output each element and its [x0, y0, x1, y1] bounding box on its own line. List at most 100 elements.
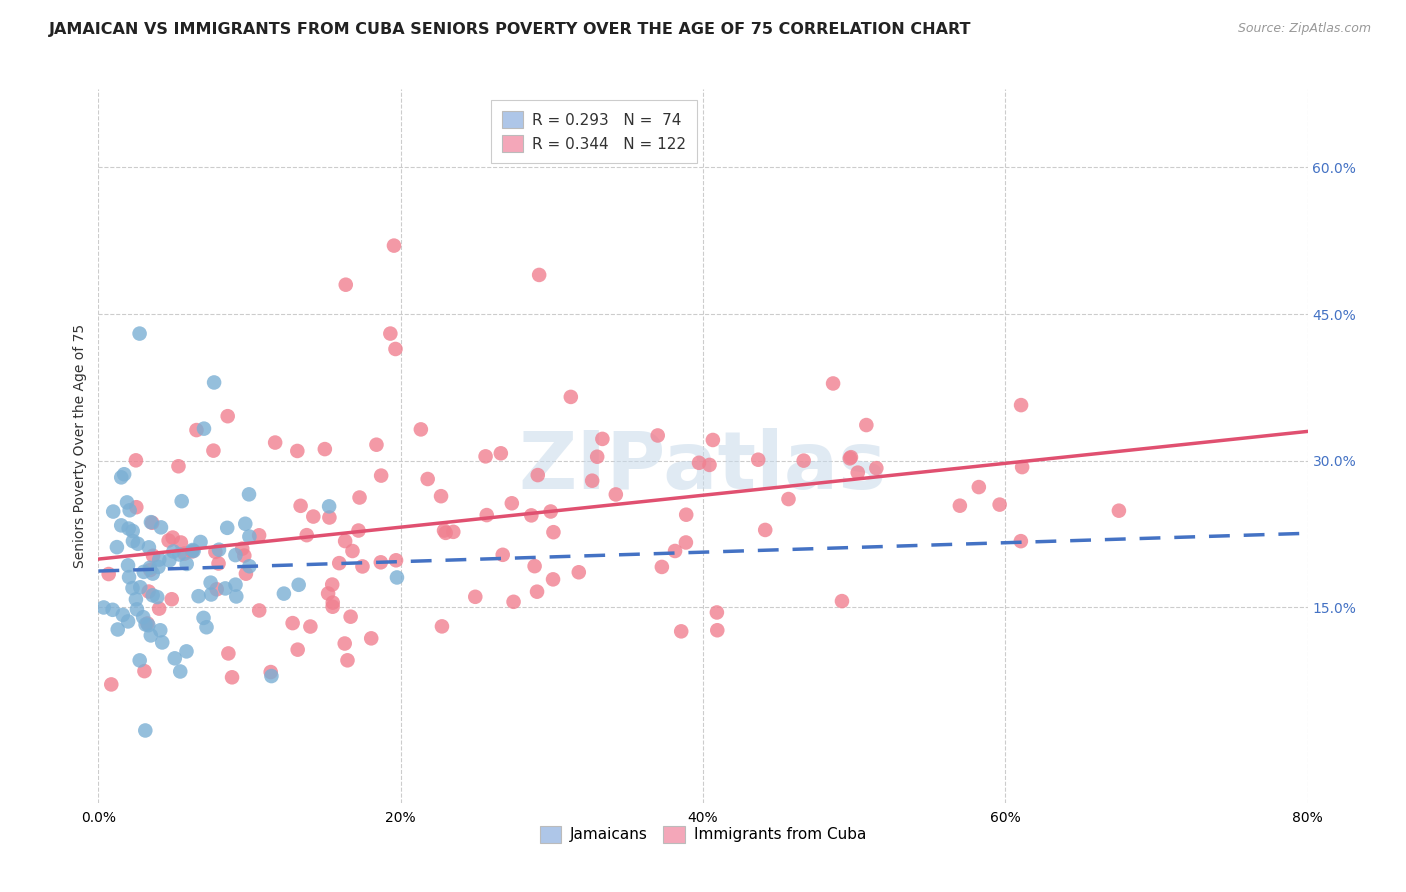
Point [527, 268, 550, 282]
Point [157, 553, 180, 567]
Point [1010, 398, 1032, 412]
Point [949, 499, 972, 513]
Point [176, 644, 198, 658]
Point [157, 533, 180, 548]
Point [321, 577, 343, 591]
Point [217, 521, 239, 535]
Point [302, 509, 325, 524]
Point [139, 560, 162, 574]
Point [118, 503, 141, 517]
Point [823, 376, 845, 391]
Point [988, 498, 1011, 512]
Point [339, 609, 361, 624]
Point [127, 537, 149, 551]
Point [136, 616, 159, 631]
Point [193, 422, 215, 436]
Point [333, 534, 356, 549]
Point [231, 541, 253, 556]
Point [336, 653, 359, 667]
Point [162, 544, 184, 558]
Point [347, 524, 370, 538]
Point [112, 467, 135, 482]
Point [107, 623, 129, 637]
Text: Source: ZipAtlas.com: Source: ZipAtlas.com [1237, 22, 1371, 36]
Point [430, 489, 453, 503]
Point [322, 599, 344, 614]
Point [173, 547, 195, 561]
Point [651, 560, 673, 574]
Point [128, 653, 150, 667]
Point [560, 131, 582, 145]
Point [1108, 504, 1130, 518]
Point [664, 544, 686, 558]
Point [101, 603, 124, 617]
Point [162, 531, 184, 545]
Point [148, 552, 170, 566]
Point [260, 669, 283, 683]
Point [202, 443, 225, 458]
Point [382, 238, 405, 252]
Y-axis label: Seniors Poverty Over the Age of 75: Seniors Poverty Over the Age of 75 [73, 324, 87, 568]
Point [318, 500, 340, 514]
Point [121, 524, 143, 538]
Point [170, 535, 193, 549]
Point [110, 470, 132, 484]
Point [169, 665, 191, 679]
Point [110, 518, 132, 533]
Point [349, 491, 371, 505]
Point [247, 603, 270, 617]
Point [139, 563, 162, 577]
Point [299, 619, 322, 633]
Point [967, 480, 990, 494]
Point [148, 560, 170, 574]
Point [581, 474, 603, 488]
Point [105, 540, 128, 554]
Point [167, 459, 190, 474]
Legend: Jamaicans, Immigrants from Cuba: Jamaicans, Immigrants from Cuba [533, 820, 873, 848]
Point [273, 586, 295, 600]
Point [149, 520, 172, 534]
Point [370, 555, 392, 569]
Point [149, 624, 172, 638]
Point [238, 530, 260, 544]
Point [433, 524, 456, 538]
Point [838, 451, 860, 466]
Point [235, 566, 257, 581]
Point [526, 584, 548, 599]
Point [139, 628, 162, 642]
Point [238, 559, 260, 574]
Point [647, 428, 669, 442]
Point [214, 582, 236, 596]
Point [139, 515, 162, 529]
Point [221, 670, 243, 684]
Point [205, 582, 228, 597]
Point [474, 450, 496, 464]
Point [281, 616, 304, 631]
Point [117, 558, 139, 573]
Point [855, 418, 877, 433]
Point [322, 596, 344, 610]
Point [520, 508, 543, 523]
Point [146, 590, 169, 604]
Point [181, 543, 204, 558]
Point [125, 500, 148, 515]
Point [865, 461, 887, 475]
Point [1010, 534, 1032, 549]
Point [370, 468, 392, 483]
Point [193, 611, 215, 625]
Point [560, 390, 582, 404]
Point [540, 504, 562, 518]
Point [501, 496, 523, 510]
Point [342, 544, 364, 558]
Text: JAMAICAN VS IMMIGRANTS FROM CUBA SENIORS POVERTY OVER THE AGE OF 75 CORRELATION : JAMAICAN VS IMMIGRANTS FROM CUBA SENIORS… [49, 22, 972, 37]
Point [233, 516, 256, 531]
Point [568, 566, 591, 580]
Text: ZIPatlas: ZIPatlas [519, 428, 887, 507]
Point [385, 570, 408, 584]
Point [138, 618, 160, 632]
Point [287, 578, 309, 592]
Point [586, 450, 609, 464]
Point [489, 446, 512, 460]
Point [380, 326, 402, 341]
Point [132, 610, 155, 624]
